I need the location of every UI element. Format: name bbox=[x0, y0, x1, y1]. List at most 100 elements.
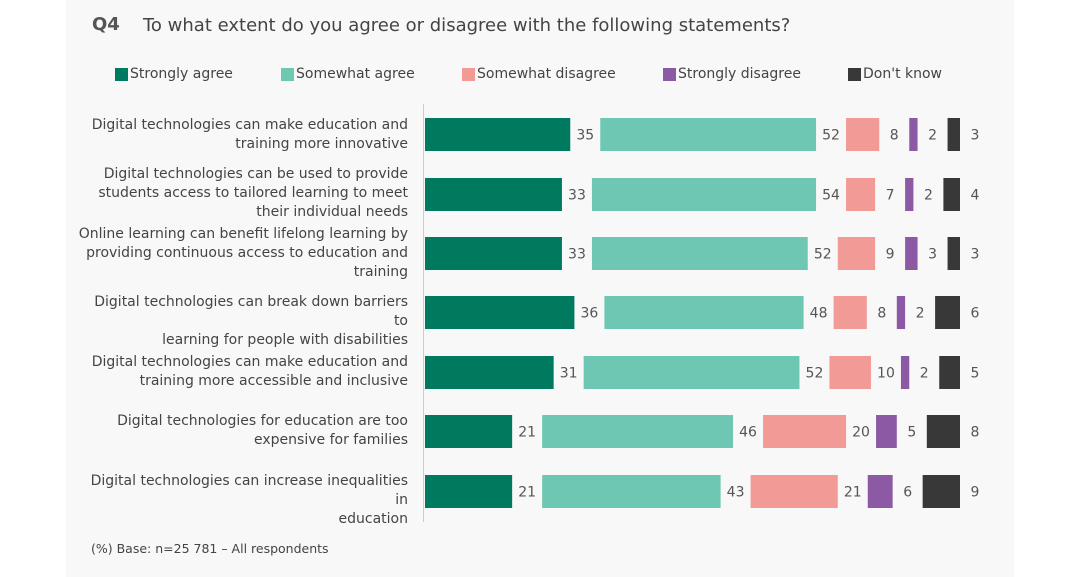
row-label-1: Digital technologies can make education … bbox=[78, 116, 408, 154]
bar-strongly-disagree-row-4 bbox=[896, 296, 906, 329]
row-label-line: Digital technologies can increase inequa… bbox=[90, 473, 408, 508]
value-label-don-t-know-row-6: 8 bbox=[971, 425, 980, 441]
value-label-don-t-know-row-2: 4 bbox=[971, 188, 980, 204]
value-label-somewhat-disagree-row-1: 8 bbox=[890, 128, 899, 144]
row-label-line: Digital technologies can make education … bbox=[91, 117, 408, 133]
bar-strongly-disagree-row-6 bbox=[876, 415, 897, 448]
bar-strongly-agree-row-1 bbox=[425, 118, 571, 151]
value-label-somewhat-disagree-row-7: 21 bbox=[844, 485, 862, 501]
value-label-somewhat-disagree-row-5: 10 bbox=[877, 366, 895, 382]
legend-label-strongly-agree: Strongly agree bbox=[130, 66, 233, 82]
row-label-6: Digital technologies for education are t… bbox=[78, 412, 408, 450]
legend-swatch-strongly-agree bbox=[115, 67, 128, 81]
value-label-don-t-know-row-5: 5 bbox=[971, 366, 980, 382]
value-label-strongly-agree-row-3: 33 bbox=[568, 247, 586, 263]
legend-label-strongly-disagree: Strongly disagree bbox=[678, 66, 801, 82]
value-label-somewhat-disagree-row-3: 9 bbox=[886, 247, 895, 263]
bar-somewhat-agree-row-4 bbox=[604, 296, 804, 329]
legend-label-somewhat-disagree: Somewhat disagree bbox=[477, 66, 616, 82]
value-label-strongly-agree-row-7: 21 bbox=[518, 485, 536, 501]
legend-swatch-dont-know bbox=[848, 67, 861, 81]
value-label-somewhat-agree-row-1: 52 bbox=[822, 128, 840, 144]
bar-somewhat-disagree-row-2 bbox=[846, 178, 876, 211]
value-label-somewhat-agree-row-6: 46 bbox=[739, 425, 757, 441]
bar-somewhat-disagree-row-3 bbox=[837, 237, 876, 270]
bar-strongly-agree-row-3 bbox=[425, 237, 562, 270]
bar-strongly-disagree-row-5 bbox=[900, 356, 910, 389]
row-label-line: education bbox=[338, 511, 408, 527]
bar-strongly-agree-row-6 bbox=[425, 415, 513, 448]
value-label-strongly-agree-row-2: 33 bbox=[568, 188, 586, 204]
row-label-line: expensive for families bbox=[254, 432, 408, 448]
legend-item-somewhat-agree: Somewhat agree bbox=[281, 65, 415, 83]
row-label-5: Digital technologies can make education … bbox=[78, 353, 408, 391]
bar-strongly-disagree-row-1 bbox=[909, 118, 918, 151]
value-label-don-t-know-row-4: 6 bbox=[971, 306, 980, 322]
bar-don-t-know-row-4 bbox=[935, 296, 960, 329]
row-label-line: training more accessible and inclusive bbox=[139, 373, 408, 389]
bar-somewhat-agree-row-1 bbox=[600, 118, 817, 151]
legend-swatch-strongly-disagree bbox=[663, 67, 676, 81]
bar-somewhat-agree-row-3 bbox=[591, 237, 808, 270]
legend-item-strongly-agree: Strongly agree bbox=[115, 65, 233, 83]
bar-somewhat-disagree-row-5 bbox=[829, 356, 871, 389]
row-label-3: Online learning can benefit lifelong lea… bbox=[78, 225, 408, 282]
question-number: Q4 bbox=[92, 14, 120, 35]
bar-strongly-agree-row-5 bbox=[425, 356, 554, 389]
value-label-strongly-agree-row-6: 21 bbox=[518, 425, 536, 441]
value-label-somewhat-disagree-row-6: 20 bbox=[852, 425, 870, 441]
row-label-line: learning for people with disabilities bbox=[162, 332, 408, 348]
bar-somewhat-disagree-row-1 bbox=[846, 118, 880, 151]
bar-somewhat-disagree-row-4 bbox=[833, 296, 867, 329]
row-label-4: Digital technologies can break down barr… bbox=[78, 293, 408, 350]
value-label-don-t-know-row-1: 3 bbox=[971, 128, 980, 144]
legend-label-dont-know: Don't know bbox=[863, 66, 943, 82]
bar-strongly-agree-row-7 bbox=[425, 475, 513, 508]
bar-don-t-know-row-5 bbox=[939, 356, 960, 389]
row-label-line: training more innovative bbox=[235, 136, 408, 152]
row-label-2: Digital technologies can be used to prov… bbox=[78, 165, 408, 222]
value-label-somewhat-agree-row-7: 43 bbox=[727, 485, 745, 501]
legend-item-dont-know: Don't know bbox=[848, 65, 942, 83]
category-axis-line bbox=[423, 104, 424, 522]
bar-somewhat-agree-row-2 bbox=[591, 178, 817, 211]
bar-don-t-know-row-7 bbox=[922, 475, 960, 508]
value-label-somewhat-agree-row-5: 52 bbox=[806, 366, 824, 382]
value-label-strongly-disagree-row-6: 5 bbox=[907, 425, 916, 441]
bar-somewhat-agree-row-6 bbox=[542, 415, 734, 448]
value-label-strongly-agree-row-1: 35 bbox=[576, 128, 594, 144]
bar-strongly-disagree-row-2 bbox=[905, 178, 914, 211]
value-label-don-t-know-row-7: 9 bbox=[971, 485, 980, 501]
row-label-line: their individual needs bbox=[256, 204, 408, 220]
footnote: (%) Base: n=25 781 – All respondents bbox=[91, 541, 329, 556]
value-label-strongly-disagree-row-1: 2 bbox=[928, 128, 937, 144]
bar-somewhat-disagree-row-7 bbox=[750, 475, 838, 508]
legend-label-somewhat-agree: Somewhat agree bbox=[296, 66, 415, 82]
chart-title: To what extent do you agree or disagree … bbox=[143, 15, 791, 36]
bar-don-t-know-row-1 bbox=[947, 118, 960, 151]
value-label-don-t-know-row-3: 3 bbox=[971, 247, 980, 263]
row-label-line: students access to tailored learning to … bbox=[98, 185, 408, 201]
value-label-strongly-disagree-row-5: 2 bbox=[920, 366, 929, 382]
row-label-line: Online learning can benefit lifelong lea… bbox=[78, 226, 408, 242]
row-label-line: Digital technologies for education are t… bbox=[117, 413, 408, 429]
value-label-strongly-disagree-row-7: 6 bbox=[903, 485, 912, 501]
row-label-line: Digital technologies can make education … bbox=[91, 354, 408, 370]
value-label-strongly-disagree-row-2: 2 bbox=[924, 188, 933, 204]
row-label-line: Digital technologies can break down barr… bbox=[94, 294, 408, 329]
bar-strongly-agree-row-4 bbox=[425, 296, 575, 329]
row-label-line: training bbox=[353, 264, 408, 280]
value-label-somewhat-agree-row-3: 52 bbox=[814, 247, 832, 263]
legend-item-somewhat-disagree: Somewhat disagree bbox=[462, 65, 616, 83]
value-label-somewhat-disagree-row-2: 7 bbox=[886, 188, 895, 204]
bar-somewhat-agree-row-5 bbox=[583, 356, 800, 389]
row-label-line: Digital technologies can be used to prov… bbox=[103, 166, 408, 182]
value-label-somewhat-disagree-row-4: 8 bbox=[877, 306, 886, 322]
value-label-strongly-agree-row-4: 36 bbox=[580, 306, 598, 322]
row-label-7: Digital technologies can increase inequa… bbox=[78, 472, 408, 529]
legend-swatch-somewhat-disagree bbox=[462, 67, 475, 81]
row-label-line: providing continuous access to education… bbox=[86, 245, 408, 261]
bar-strongly-disagree-row-3 bbox=[905, 237, 918, 270]
legend-item-strongly-disagree: Strongly disagree bbox=[663, 65, 801, 83]
